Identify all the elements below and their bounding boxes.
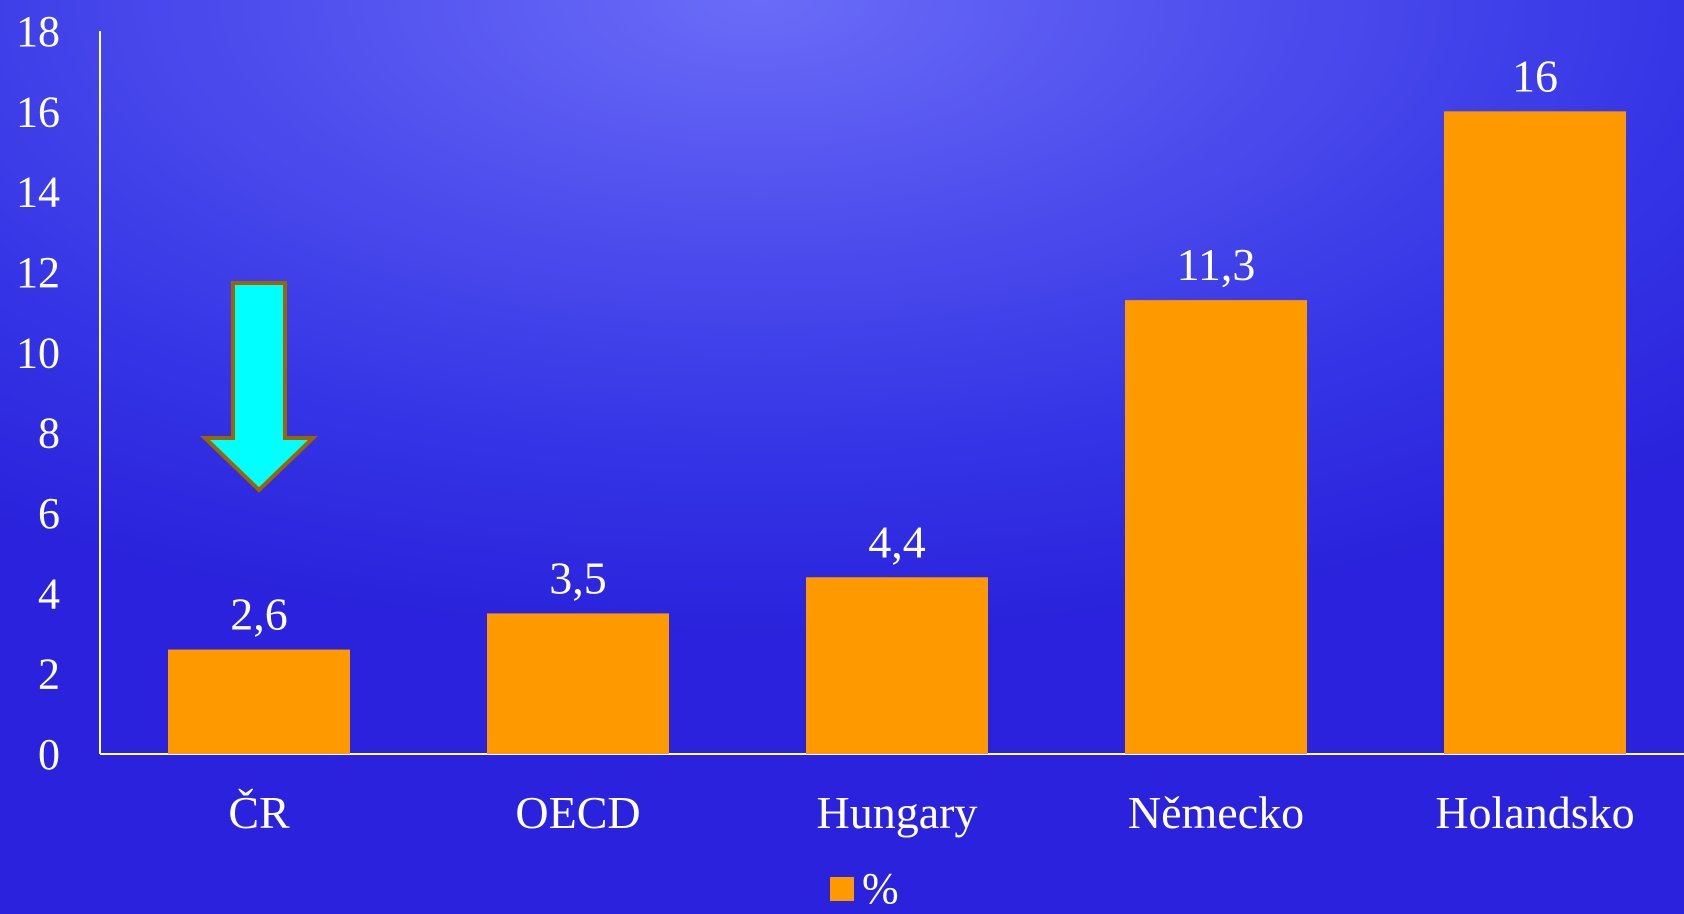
category-label: Hungary xyxy=(817,787,978,838)
category-labels-group: ČR OECD Hungary Německo Holandsko xyxy=(228,787,1634,838)
bar xyxy=(168,649,350,754)
category-label: Německo xyxy=(1128,787,1304,838)
y-tick-label: 2 xyxy=(38,650,60,699)
y-tick-label: 16 xyxy=(16,87,60,136)
category-label: ČR xyxy=(228,787,290,838)
category-label: Holandsko xyxy=(1435,787,1634,838)
y-tick-label: 12 xyxy=(16,248,60,297)
bar-value-label: 11,3 xyxy=(1177,239,1256,290)
y-tick-label: 0 xyxy=(38,730,60,779)
bar-value-label: 2,6 xyxy=(230,589,288,640)
bar-value-label: 16 xyxy=(1512,50,1558,101)
legend-label: % xyxy=(862,864,899,913)
bars-group xyxy=(168,111,1626,755)
down-arrow-icon xyxy=(200,281,318,493)
y-tick-label: 6 xyxy=(38,489,60,538)
y-tick-label: 14 xyxy=(16,168,60,217)
bar-value-label: 3,5 xyxy=(549,552,607,603)
legend-swatch xyxy=(830,877,854,901)
category-label: OECD xyxy=(515,787,640,838)
y-tick-label: 4 xyxy=(38,569,60,618)
y-tick-label: 8 xyxy=(38,409,60,458)
legend: % xyxy=(830,864,899,913)
bar xyxy=(487,613,669,754)
bar xyxy=(806,577,988,754)
y-tick-label: 18 xyxy=(16,7,60,56)
bar xyxy=(1444,111,1626,755)
bar xyxy=(1125,300,1307,754)
bar-value-label: 4,4 xyxy=(868,516,926,567)
data-labels-group: 2,6 3,5 4,4 11,3 16 xyxy=(230,50,1558,639)
y-tick-label: 10 xyxy=(16,328,60,377)
y-axis-ticks: 0 2 4 6 8 10 12 14 16 18 xyxy=(16,7,60,779)
